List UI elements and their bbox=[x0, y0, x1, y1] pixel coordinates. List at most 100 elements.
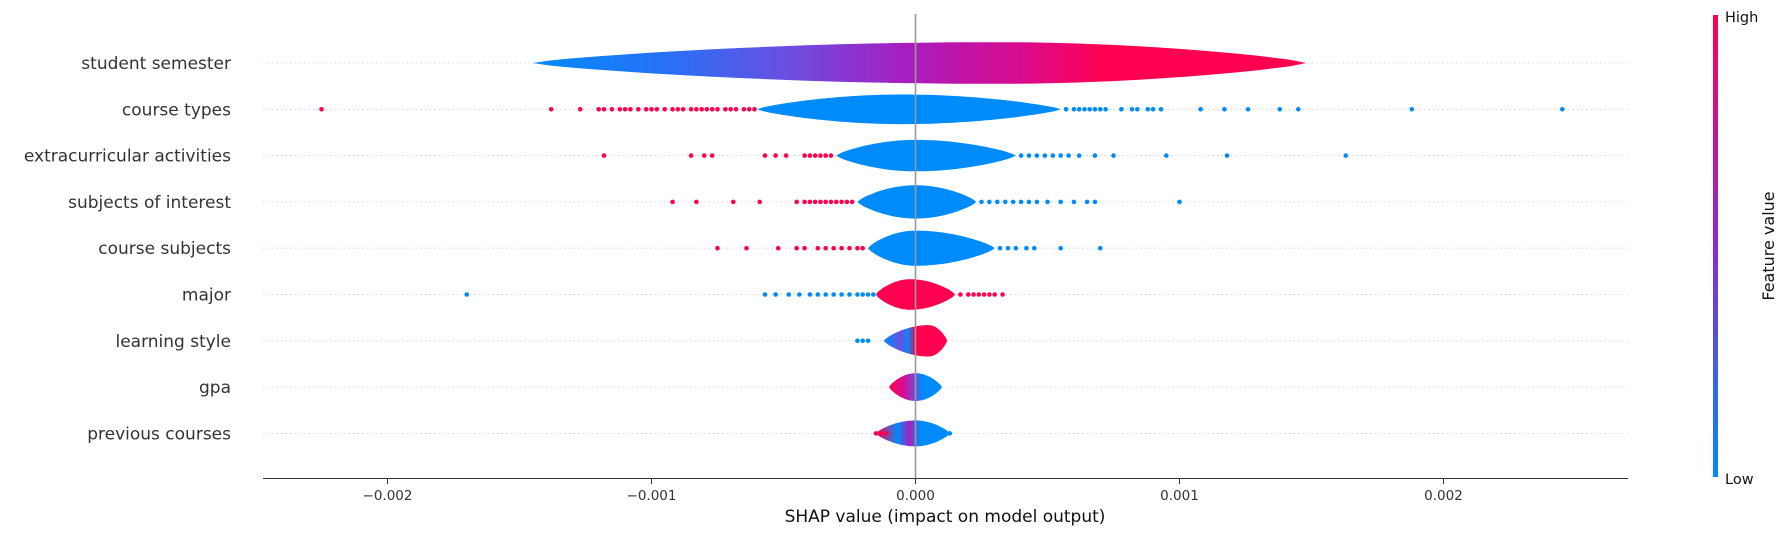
data-point bbox=[802, 245, 807, 251]
data-point bbox=[1119, 107, 1124, 112]
data-point bbox=[1018, 153, 1024, 158]
data-point bbox=[1032, 245, 1037, 251]
data-point bbox=[1045, 199, 1050, 205]
data-point bbox=[1003, 199, 1008, 205]
data-point bbox=[1034, 153, 1040, 158]
data-point bbox=[831, 292, 836, 297]
feature-labels: student semester course types extracurricu… bbox=[24, 54, 231, 444]
data-point bbox=[1150, 107, 1156, 112]
data-point bbox=[688, 107, 694, 112]
data-point bbox=[981, 292, 987, 297]
data-point bbox=[860, 245, 865, 251]
violin-extracurricular-activities bbox=[836, 139, 1016, 172]
data-point bbox=[1135, 107, 1140, 112]
feature-label: course types bbox=[122, 100, 231, 120]
data-point bbox=[1277, 107, 1283, 112]
data-point bbox=[757, 199, 762, 205]
data-point bbox=[1082, 107, 1087, 112]
data-point bbox=[694, 199, 699, 205]
data-point bbox=[715, 245, 720, 251]
data-point bbox=[1026, 153, 1032, 158]
data-point bbox=[1018, 199, 1024, 205]
data-point bbox=[744, 245, 749, 251]
data-point bbox=[1024, 245, 1029, 251]
data-point bbox=[1098, 245, 1103, 251]
data-point bbox=[1010, 199, 1016, 205]
data-point bbox=[1058, 199, 1063, 205]
data-point bbox=[828, 199, 834, 205]
data-point bbox=[680, 107, 686, 112]
data-point bbox=[1084, 199, 1090, 205]
data-point bbox=[839, 292, 844, 297]
data-point bbox=[844, 199, 850, 205]
data-point bbox=[966, 292, 971, 297]
violin-subjects-of-interest bbox=[857, 185, 977, 219]
data-point bbox=[1222, 107, 1227, 112]
data-point bbox=[823, 199, 828, 205]
data-point bbox=[1177, 199, 1182, 205]
data-point bbox=[1092, 199, 1098, 205]
feature-label: major bbox=[182, 286, 231, 306]
data-point bbox=[1409, 107, 1415, 112]
data-point bbox=[1224, 153, 1230, 158]
data-point bbox=[609, 107, 615, 112]
data-point bbox=[1296, 107, 1301, 112]
data-point bbox=[1076, 107, 1082, 112]
data-point bbox=[670, 199, 675, 205]
data-point bbox=[855, 245, 860, 251]
data-point bbox=[1000, 292, 1005, 297]
violin-student-semester bbox=[532, 42, 1307, 84]
data-point bbox=[873, 431, 879, 436]
data-point bbox=[1034, 199, 1040, 205]
data-point bbox=[884, 431, 889, 436]
data-point bbox=[746, 107, 752, 112]
data-point bbox=[823, 292, 828, 297]
colorbar-title: Feature value bbox=[1759, 191, 1778, 300]
colorbar-low-label: Low bbox=[1725, 472, 1754, 488]
data-point bbox=[823, 245, 828, 251]
data-point bbox=[1042, 153, 1048, 158]
data-point bbox=[979, 199, 984, 205]
data-point bbox=[971, 292, 976, 297]
data-point bbox=[654, 107, 660, 112]
colorbar-high-label: High bbox=[1725, 10, 1758, 26]
data-point bbox=[649, 107, 654, 112]
x-tick-label: 0.001 bbox=[1160, 488, 1199, 504]
data-point bbox=[1092, 153, 1098, 158]
data-point bbox=[709, 107, 715, 112]
data-point bbox=[1111, 153, 1116, 158]
data-point bbox=[1343, 153, 1349, 158]
x-tick-label: −0.001 bbox=[627, 488, 677, 504]
data-point bbox=[839, 245, 844, 251]
data-point bbox=[1058, 245, 1063, 251]
data-point bbox=[596, 107, 601, 112]
x-tick-label: 0.002 bbox=[1424, 488, 1463, 504]
feature-label: extracurricular activities bbox=[24, 147, 231, 167]
data-point bbox=[783, 153, 789, 158]
data-point bbox=[878, 431, 884, 436]
x-tick-label: 0.000 bbox=[896, 488, 935, 504]
violin-course-types bbox=[757, 94, 1061, 125]
data-point bbox=[723, 107, 728, 112]
data-point bbox=[855, 292, 860, 297]
data-point bbox=[643, 107, 649, 112]
data-point bbox=[987, 199, 992, 205]
data-point bbox=[1026, 199, 1032, 205]
data-point bbox=[794, 199, 799, 205]
data-point bbox=[828, 153, 834, 158]
data-point bbox=[1071, 199, 1077, 205]
violin-course-subjects bbox=[868, 230, 995, 266]
data-point bbox=[464, 292, 470, 297]
data-point bbox=[995, 199, 1000, 205]
colorbar-gradient bbox=[1713, 15, 1718, 477]
data-point bbox=[1098, 107, 1103, 112]
data-point bbox=[1058, 153, 1063, 158]
data-point bbox=[319, 107, 324, 112]
data-point bbox=[802, 153, 807, 158]
data-point bbox=[958, 292, 963, 297]
data-point bbox=[1560, 107, 1565, 112]
data-point bbox=[812, 153, 818, 158]
data-point bbox=[865, 338, 871, 344]
data-point bbox=[601, 153, 607, 158]
feature-label: learning style bbox=[115, 332, 231, 352]
